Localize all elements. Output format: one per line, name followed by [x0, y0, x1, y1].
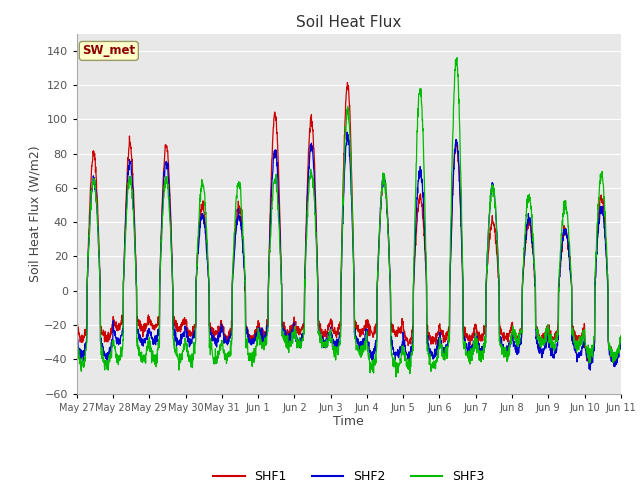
Line: SHF3: SHF3 [77, 58, 621, 377]
SHF2 [225, 336, 232, 341]
Title: Soil Heat Flux: Soil Heat Flux [296, 15, 401, 30]
SHF2 [507, 338, 515, 344]
SHF2 [343, 129, 351, 135]
SHF3 [570, 333, 577, 339]
SHF2 [73, 337, 81, 343]
SHF3 [376, 217, 384, 223]
SHF3 [508, 338, 515, 344]
SHF1 [617, 335, 625, 341]
SHF1 [584, 356, 592, 361]
SHF3 [617, 333, 625, 339]
SHF1 [73, 321, 81, 326]
Y-axis label: Soil Heat Flux (W/m2): Soil Heat Flux (W/m2) [29, 145, 42, 282]
SHF2 [584, 358, 592, 364]
SHF2 [569, 336, 577, 341]
SHF2 [617, 340, 625, 346]
SHF1 [376, 209, 384, 215]
SHF1 [569, 323, 577, 329]
SHF3 [225, 352, 232, 358]
Line: SHF2: SHF2 [77, 132, 621, 370]
SHF2 [586, 367, 594, 373]
SHF1 [507, 324, 515, 330]
SHF3 [73, 340, 81, 346]
SHF1 [587, 360, 595, 366]
SHF2 [376, 204, 384, 210]
X-axis label: Time: Time [333, 415, 364, 429]
SHF1 [225, 332, 232, 338]
Text: SW_met: SW_met [82, 44, 136, 58]
SHF3 [584, 342, 592, 348]
Legend: SHF1, SHF2, SHF3: SHF1, SHF2, SHF3 [209, 465, 489, 480]
SHF3 [392, 374, 400, 380]
SHF3 [453, 55, 461, 60]
Line: SHF1: SHF1 [77, 83, 621, 363]
SHF1 [344, 80, 351, 85]
SHF1 [365, 322, 372, 328]
SHF2 [365, 341, 372, 347]
SHF3 [365, 353, 372, 359]
